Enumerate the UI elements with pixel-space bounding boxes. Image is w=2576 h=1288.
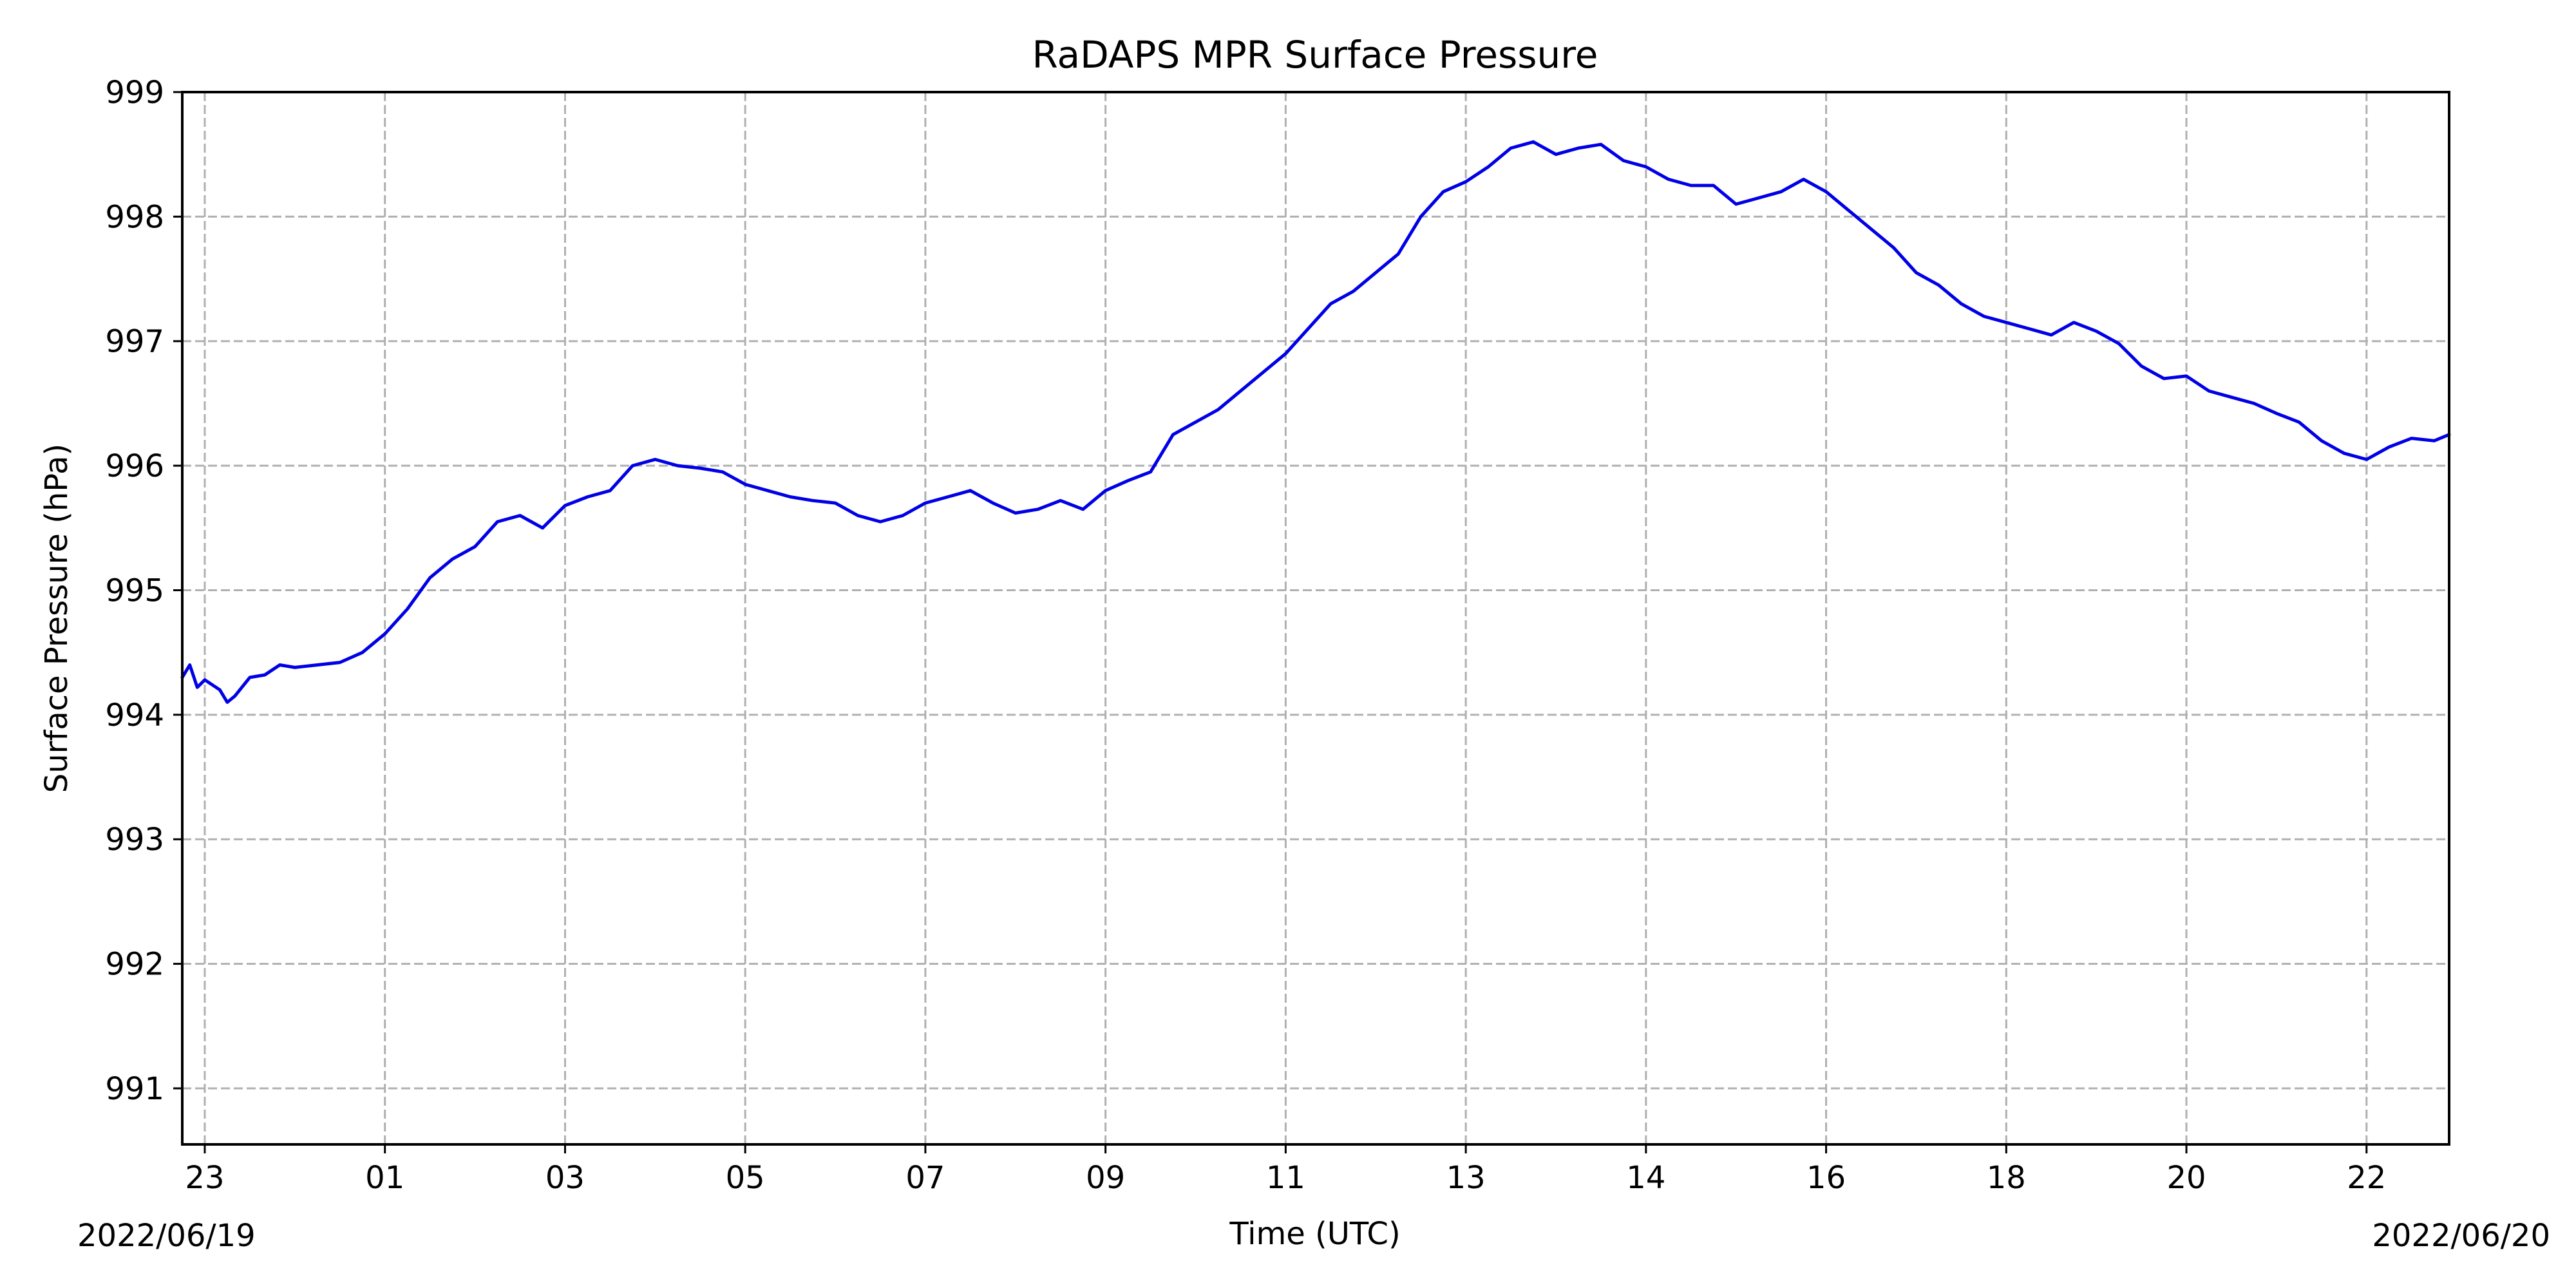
x-axis-label: Time (UTC) <box>1229 1216 1400 1252</box>
chart-title: RaDAPS MPR Surface Pressure <box>1032 33 1598 77</box>
x-tick-label: 20 <box>2167 1160 2206 1196</box>
x-tick-label: 11 <box>1266 1160 1305 1196</box>
x-tick-label: 03 <box>545 1160 585 1196</box>
y-tick-label: 995 <box>105 573 164 609</box>
y-tick-label: 998 <box>105 199 164 235</box>
x-tick-label: 22 <box>2347 1160 2386 1196</box>
x-tick-label: 16 <box>1806 1160 1846 1196</box>
x-tick-label: 05 <box>726 1160 765 1196</box>
x-tick-label: 07 <box>905 1160 945 1196</box>
x-end-date-label: 2022/06/20 <box>2372 1218 2550 1254</box>
x-tick-label: 23 <box>185 1160 224 1196</box>
y-tick-label: 993 <box>105 822 164 858</box>
plot-frame <box>181 91 2450 1146</box>
y-tick-label: 997 <box>105 324 164 360</box>
y-tick-label: 999 <box>105 75 164 111</box>
series-layer <box>180 140 2451 704</box>
y-tick-label: 992 <box>105 947 164 983</box>
x-tick-label: 13 <box>1446 1160 1486 1196</box>
x-tick-label: 01 <box>365 1160 404 1196</box>
x-tick-label: 09 <box>1086 1160 1125 1196</box>
pressure-series-line <box>180 140 2451 704</box>
y-tick-label: 991 <box>105 1071 164 1107</box>
ticks: 991 992 993 994 995 996 997 998 999 23 01 03 05 07 09 1… <box>105 75 2386 1196</box>
x-start-date-label: 2022/06/19 <box>77 1218 256 1254</box>
y-tick-label: 994 <box>105 697 164 734</box>
y-axis-label: Surface Pressure (hPa) <box>39 444 75 793</box>
x-tick-label: 14 <box>1626 1160 1665 1196</box>
axes <box>181 91 2450 1146</box>
grid-lines <box>182 92 2449 1144</box>
y-tick-label: 996 <box>105 448 164 484</box>
x-tick-label: 18 <box>1987 1160 2026 1196</box>
